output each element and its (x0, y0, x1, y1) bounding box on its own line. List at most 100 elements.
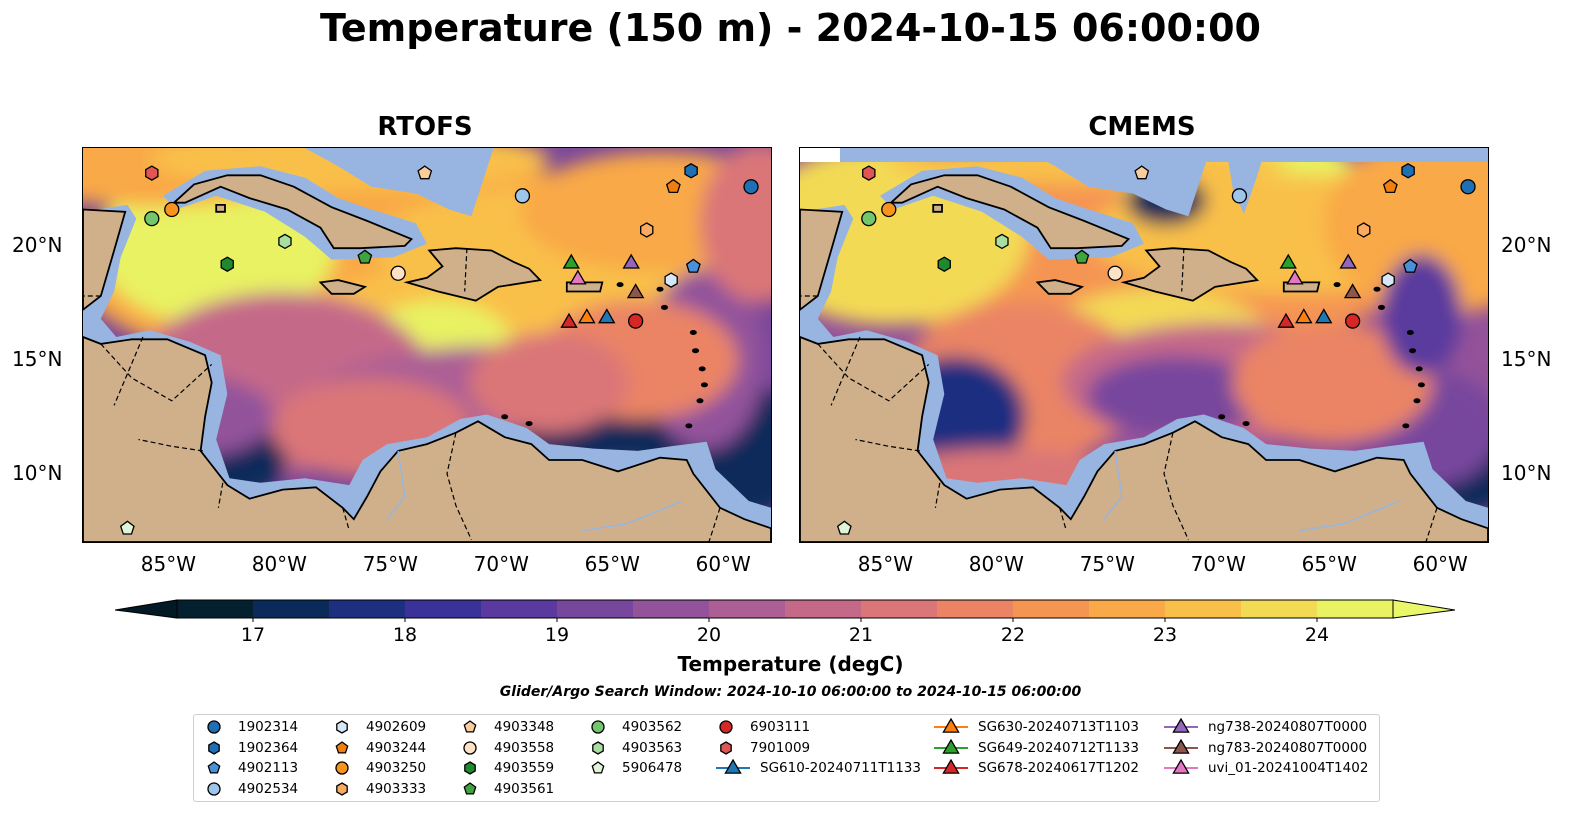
legend-item: 4903348 (458, 718, 554, 736)
legend-marker-shape (463, 781, 477, 795)
float-marker-9 (1382, 178, 1398, 194)
float-marker-15 (627, 313, 644, 329)
float-marker-1 (144, 210, 160, 227)
map-canvas-rtofs (83, 148, 771, 542)
float-marker-12 (1357, 222, 1371, 238)
legend-item: 7901009 (714, 739, 810, 757)
colorbar-tick-label: 17 (240, 624, 266, 646)
colorbar-tick-label: 20 (696, 624, 722, 646)
float-marker-13 (1381, 272, 1395, 288)
land-hispaniola (1120, 247, 1260, 302)
colorbar (115, 599, 1455, 622)
colorbar-tick-label: 18 (392, 624, 418, 646)
panel-title-cmems: CMEMS (1088, 112, 1196, 142)
legend-marker (207, 781, 221, 796)
legend-item: 6903111 (714, 718, 810, 736)
map-panel-rtofs[interactable] (82, 147, 772, 543)
float-marker-16 (119, 520, 135, 535)
colorbar-tick-label: 21 (848, 624, 874, 646)
legend-marker (335, 740, 349, 754)
float-marker-8 (1231, 188, 1248, 204)
legend-label: 5906478 (622, 760, 683, 776)
legend-label: ng783-20240807T0000 (1208, 739, 1368, 756)
float-marker-17 (562, 253, 580, 269)
legend-item: SG678-20240617T1202 (932, 759, 1139, 777)
legend-item: 4903561 (458, 780, 554, 798)
map-canvas-cmems (800, 148, 1488, 542)
float-marker-19 (569, 269, 587, 285)
legend-item: 4903333 (330, 780, 426, 798)
legend-marker-shape (208, 740, 220, 755)
float-marker-22 (1295, 308, 1313, 324)
land-cuba (171, 174, 414, 250)
lat-tick-label: 20°N (12, 232, 63, 257)
lat-tick-label: 10°N (12, 460, 63, 485)
float-marker-19 (1286, 269, 1304, 285)
float-marker-23 (598, 308, 616, 324)
legend-marker (1164, 718, 1198, 733)
legend-marker (207, 761, 221, 774)
legend-label: 4903348 (494, 719, 555, 735)
land-cubaIsle (215, 204, 226, 213)
land-centralAmerica (800, 208, 844, 311)
colorbar-tick-label: 22 (1000, 624, 1026, 646)
float-marker-2 (164, 201, 180, 218)
float-marker-14 (1402, 258, 1418, 273)
float-marker-6 (390, 265, 406, 281)
float-marker-4 (937, 256, 951, 272)
map-panel-cmems[interactable] (799, 147, 1489, 543)
legend-label: 4902113 (238, 760, 299, 776)
legend-marker (716, 759, 750, 774)
legend-marker (336, 781, 348, 796)
legend-marker (934, 738, 968, 754)
legend-label: 6903111 (750, 719, 811, 735)
float-marker-22 (578, 308, 596, 324)
colorbar-tick-label: 24 (1304, 624, 1330, 646)
legend-marker-shape (335, 740, 349, 754)
float-marker-21 (560, 312, 578, 328)
float-marker-20 (626, 283, 645, 299)
panel-title-rtofs: RTOFS (377, 112, 473, 142)
legend-item: 1902314 (202, 718, 298, 736)
lon-tick-label: 65°W (1301, 552, 1357, 576)
legend-item: 4903558 (458, 739, 554, 757)
legend-item: SG630-20240713T1103 (932, 718, 1139, 736)
legend-item: 4902534 (202, 780, 298, 798)
legend-marker (1164, 738, 1198, 754)
legend-marker-shape (591, 761, 605, 774)
legend-label: uvi_01-20241004T1402 (1208, 760, 1369, 776)
land-puertoRico (565, 281, 604, 293)
legend-item: 4903562 (586, 718, 682, 736)
legend-marker-shape (207, 781, 221, 796)
lon-tick-label: 70°W (1190, 552, 1246, 576)
legend-label: 4903250 (366, 760, 427, 776)
land-hispaniola (403, 247, 543, 302)
legend-label: 4903244 (366, 739, 427, 756)
legend-marker-triangle (1172, 759, 1190, 774)
legend-label: 4902534 (238, 780, 299, 797)
land-centralAmerica2 (800, 336, 1488, 542)
float-marker-2 (881, 201, 897, 218)
legend-item: SG649-20240712T1133 (932, 738, 1139, 757)
legend-marker (720, 740, 732, 755)
lon-tick-label: 65°W (584, 552, 640, 576)
colorbar-tick-label: 23 (1152, 624, 1178, 646)
legend-item: 4902113 (202, 759, 298, 777)
legend-marker (591, 761, 605, 774)
colorbar-label: Temperature (degC) (677, 652, 904, 676)
float-marker-3 (278, 233, 292, 250)
float-marker-9 (665, 178, 681, 194)
float-marker-10 (684, 163, 698, 179)
float-marker-0 (145, 165, 159, 181)
legend-marker-shape (591, 720, 605, 734)
legend-label: SG610-20240711T1133 (760, 760, 921, 776)
float-marker-7 (417, 165, 433, 180)
legend-label: 4902609 (366, 719, 427, 735)
land-jamaica (318, 279, 368, 295)
land-jamaica (1035, 279, 1085, 295)
legend-marker-shape (207, 761, 221, 774)
float-marker-7 (1134, 165, 1150, 180)
legend-marker-triangle (942, 759, 960, 774)
lon-tick-label: 75°W (362, 552, 418, 576)
lon-tick-label: 60°W (695, 552, 751, 576)
